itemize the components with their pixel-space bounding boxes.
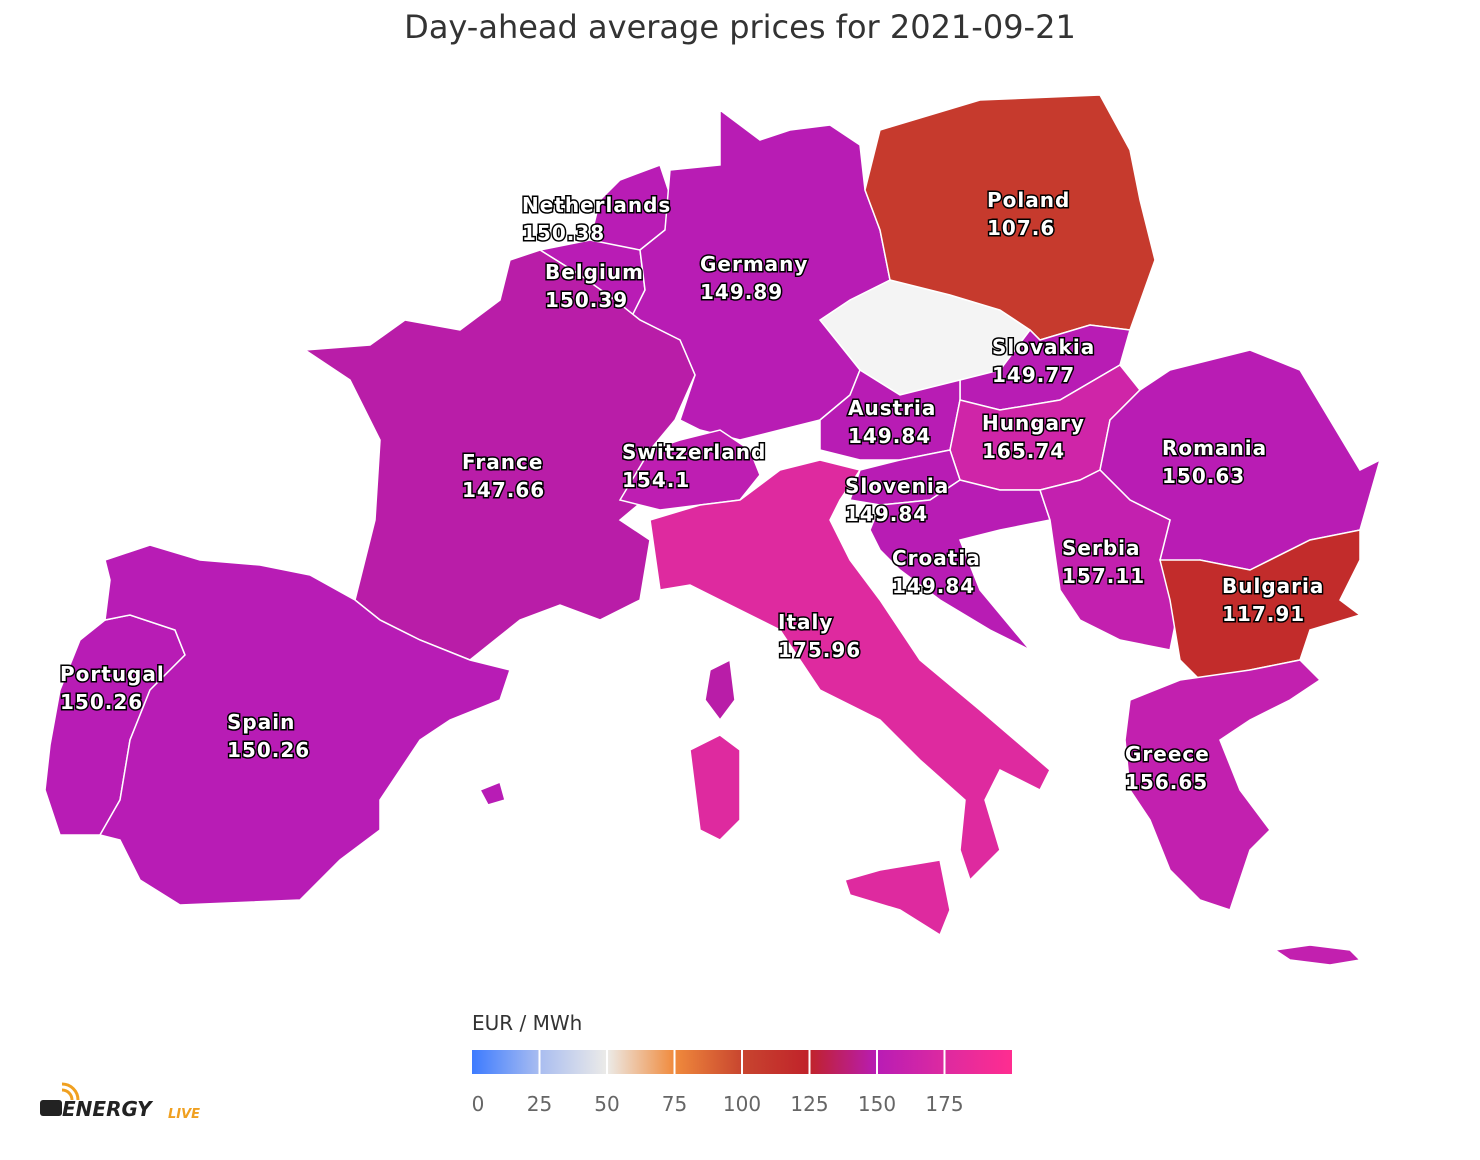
- country-value: 150.26: [60, 690, 143, 714]
- legend-band: [539, 1050, 607, 1074]
- country-name: Croatia: [892, 546, 981, 570]
- country-value: 149.84: [845, 502, 928, 526]
- map-title: Day-ahead average prices for 2021-09-21: [404, 8, 1076, 46]
- country-shape: [618, 429, 761, 511]
- country-name: Austria: [848, 396, 936, 420]
- country-shape: [689, 734, 741, 841]
- legend-tick-label: 0: [472, 1092, 485, 1116]
- country-shape: [844, 859, 951, 937]
- country-name: Slovenia: [845, 474, 949, 498]
- country: [1159, 529, 1362, 681]
- country: [618, 429, 761, 511]
- country-value: 175.96: [778, 638, 861, 662]
- regions: [44, 94, 1382, 966]
- country: [302, 249, 736, 722]
- legend-band: [944, 1050, 1012, 1074]
- logo: ENERGY LIVE: [40, 1082, 200, 1122]
- country-name: Switzerland: [622, 440, 766, 464]
- legend-tick-label: 175: [925, 1092, 963, 1116]
- country-value: 150.39: [545, 288, 628, 312]
- country: [98, 544, 511, 906]
- labels: Netherlands 150.38 Belgium 150.39 Germany 149…: [59, 187, 1325, 796]
- legend-band: [472, 1050, 540, 1074]
- country-value: 165.74: [982, 439, 1065, 463]
- country-name: Germany: [700, 252, 808, 276]
- legend-title: EUR / MWh: [472, 1011, 582, 1035]
- country-shape: [478, 780, 506, 806]
- legend-tick-label: 150: [858, 1092, 896, 1116]
- country: [1124, 659, 1362, 966]
- country-value: 149.84: [848, 424, 931, 448]
- legend-band: [607, 1050, 675, 1074]
- country: [649, 459, 1051, 937]
- legend-tick-label: 100: [723, 1092, 761, 1116]
- legend-band: [742, 1050, 810, 1074]
- logo-brand: ENERGY: [62, 1097, 154, 1121]
- country-name: France: [462, 450, 543, 474]
- country-name: Hungary: [982, 411, 1085, 435]
- country-name: Italy: [778, 610, 833, 634]
- country-name: Serbia: [1062, 536, 1141, 560]
- country-shape: [1159, 529, 1362, 681]
- country-value: 149.84: [892, 574, 975, 598]
- country: [869, 479, 1051, 651]
- country-value: 150.38: [522, 221, 605, 245]
- legend-tick-label: 75: [662, 1092, 687, 1116]
- legend-band: [877, 1050, 945, 1074]
- legend-tick-label: 125: [790, 1092, 828, 1116]
- country-name: Romania: [1162, 436, 1267, 460]
- legend: 0 25 50 75 100 125 150 175: [472, 1050, 1012, 1116]
- country-name: Poland: [987, 188, 1070, 212]
- country-shape: [869, 479, 1051, 651]
- country-value: 154.1: [622, 468, 690, 492]
- country-value: 107.6: [987, 216, 1055, 240]
- country-shape: [649, 459, 1051, 882]
- country-name: Spain: [227, 710, 295, 734]
- country-shape: [1272, 944, 1362, 966]
- country-shape: [98, 544, 511, 906]
- country-shape: [704, 658, 736, 722]
- country-value: 150.63: [1162, 464, 1245, 488]
- country-name: Greece: [1125, 742, 1210, 766]
- logo-signal: [61, 1082, 80, 1101]
- country-name: Slovakia: [992, 335, 1095, 359]
- country-value: 157.11: [1062, 564, 1145, 588]
- country-value: 117.91: [1222, 602, 1305, 626]
- legend-tick-label: 50: [594, 1092, 619, 1116]
- country-name: Belgium: [545, 260, 644, 284]
- legend-band: [674, 1050, 742, 1074]
- country-value: 156.65: [1125, 770, 1208, 794]
- country-value: 149.89: [700, 280, 783, 304]
- legend-band: [809, 1050, 877, 1074]
- country-value: 149.77: [992, 363, 1075, 387]
- country-value: 150.26: [227, 738, 310, 762]
- country-name: Bulgaria: [1222, 574, 1324, 598]
- country-name: Netherlands: [522, 193, 671, 217]
- logo-icon: [40, 1100, 62, 1116]
- legend-tick-label: 25: [527, 1092, 552, 1116]
- country-name: Portugal: [60, 662, 165, 686]
- country-shape: [302, 249, 696, 661]
- logo-suffix: LIVE: [168, 1107, 200, 1122]
- country-value: 147.66: [462, 478, 545, 502]
- country-shape: [1124, 659, 1322, 911]
